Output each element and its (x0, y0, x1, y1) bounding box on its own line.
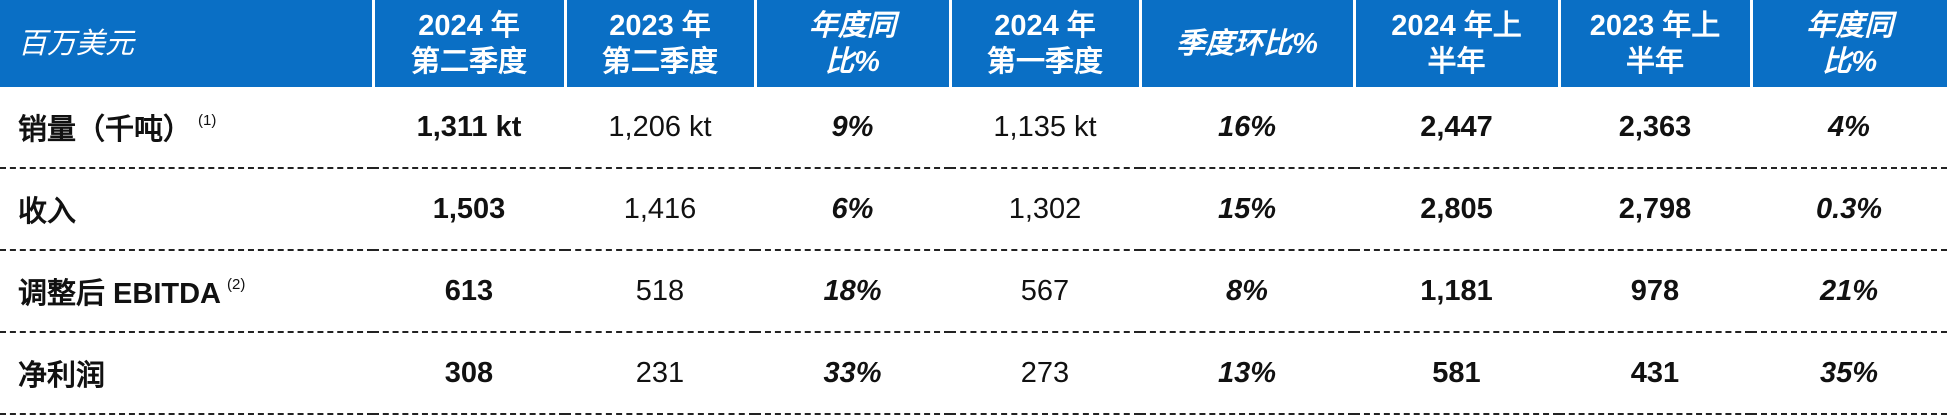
value-cell: 1,135 kt (950, 87, 1140, 169)
value-cell: 1,311 kt (373, 87, 565, 169)
header-row: 百万美元 2024 年 第二季度 2023 年 第二季度 年度同 比% 2024 年 第… (0, 0, 1947, 87)
value-cell: 13% (1140, 332, 1354, 415)
header-cell: 2024 年上 半年 (1352, 0, 1559, 87)
row-label-text: 调整后 EBITDA (18, 278, 222, 310)
value-cell: 2,447 (1354, 87, 1559, 169)
table-row: 收入 1,503 1,416 6% 1,302 15% 2,805 2,798 0.3% (0, 168, 1947, 251)
value-cell: 2,805 (1354, 168, 1559, 251)
value-cell: 2,363 (1559, 87, 1751, 169)
value-cell: 35% (1751, 332, 1947, 415)
value-cell: 581 (1354, 332, 1559, 415)
value-cell: 518 (565, 250, 755, 333)
header-cell: 季度环比% (1138, 0, 1354, 87)
table-row: 调整后 EBITDA (2) 613 518 18% 567 8% 1,181 978 21% (0, 250, 1947, 333)
row-label-text: 收入 (18, 196, 77, 228)
row-label-text: 净利润 (18, 360, 106, 392)
value-cell: 6% (755, 168, 950, 251)
value-cell: 567 (950, 250, 1140, 333)
row-label: 调整后 EBITDA (2) (0, 250, 373, 333)
header-cell: 2024 年 第一季度 (948, 0, 1140, 87)
value-cell: 15% (1140, 168, 1354, 251)
header-cell: 百万美元 (0, 0, 373, 87)
value-cell: 1,181 (1354, 250, 1559, 333)
value-cell: 431 (1559, 332, 1751, 415)
value-cell: 308 (373, 332, 565, 415)
value-cell: 231 (565, 332, 755, 415)
header-cell: 2023 年上 半年 (1557, 0, 1751, 87)
value-cell: 978 (1559, 250, 1751, 333)
value-cell: 1,416 (565, 168, 755, 251)
value-cell: 9% (755, 87, 950, 169)
header-cell: 年度同 比% (1749, 0, 1947, 87)
table-row: 净利润 308 231 33% 273 13% 581 431 35% (0, 332, 1947, 415)
row-label: 收入 (0, 168, 373, 251)
header-cell: 2023 年 第二季度 (563, 0, 755, 87)
value-cell: 4% (1751, 87, 1947, 169)
value-cell: 273 (950, 332, 1140, 415)
row-label-text: 销量（千吨） (18, 114, 193, 146)
value-cell: 2,798 (1559, 168, 1751, 251)
header-cell: 年度同 比% (753, 0, 950, 87)
row-label: 净利润 (0, 332, 373, 415)
value-cell: 1,302 (950, 168, 1140, 251)
table-row: 销量（千吨） (1) 1,311 kt 1,206 kt 9% 1,135 kt 16% 2,… (0, 87, 1947, 169)
value-cell: 0.3% (1751, 168, 1947, 251)
footnote-marker: (1) (198, 112, 217, 129)
footnote-marker: (2) (227, 276, 246, 293)
value-cell: 16% (1140, 87, 1354, 169)
value-cell: 33% (755, 332, 950, 415)
value-cell: 1,206 kt (565, 87, 755, 169)
value-cell: 18% (755, 250, 950, 333)
header-cell: 2024 年 第二季度 (371, 0, 565, 87)
table-body: 销量（千吨） (1) 1,311 kt 1,206 kt 9% 1,135 kt 16% 2,… (0, 87, 1947, 415)
value-cell: 8% (1140, 250, 1354, 333)
value-cell: 21% (1751, 250, 1947, 333)
row-label: 销量（千吨） (1) (0, 87, 373, 169)
value-cell: 613 (373, 250, 565, 333)
value-cell: 1,503 (373, 168, 565, 251)
